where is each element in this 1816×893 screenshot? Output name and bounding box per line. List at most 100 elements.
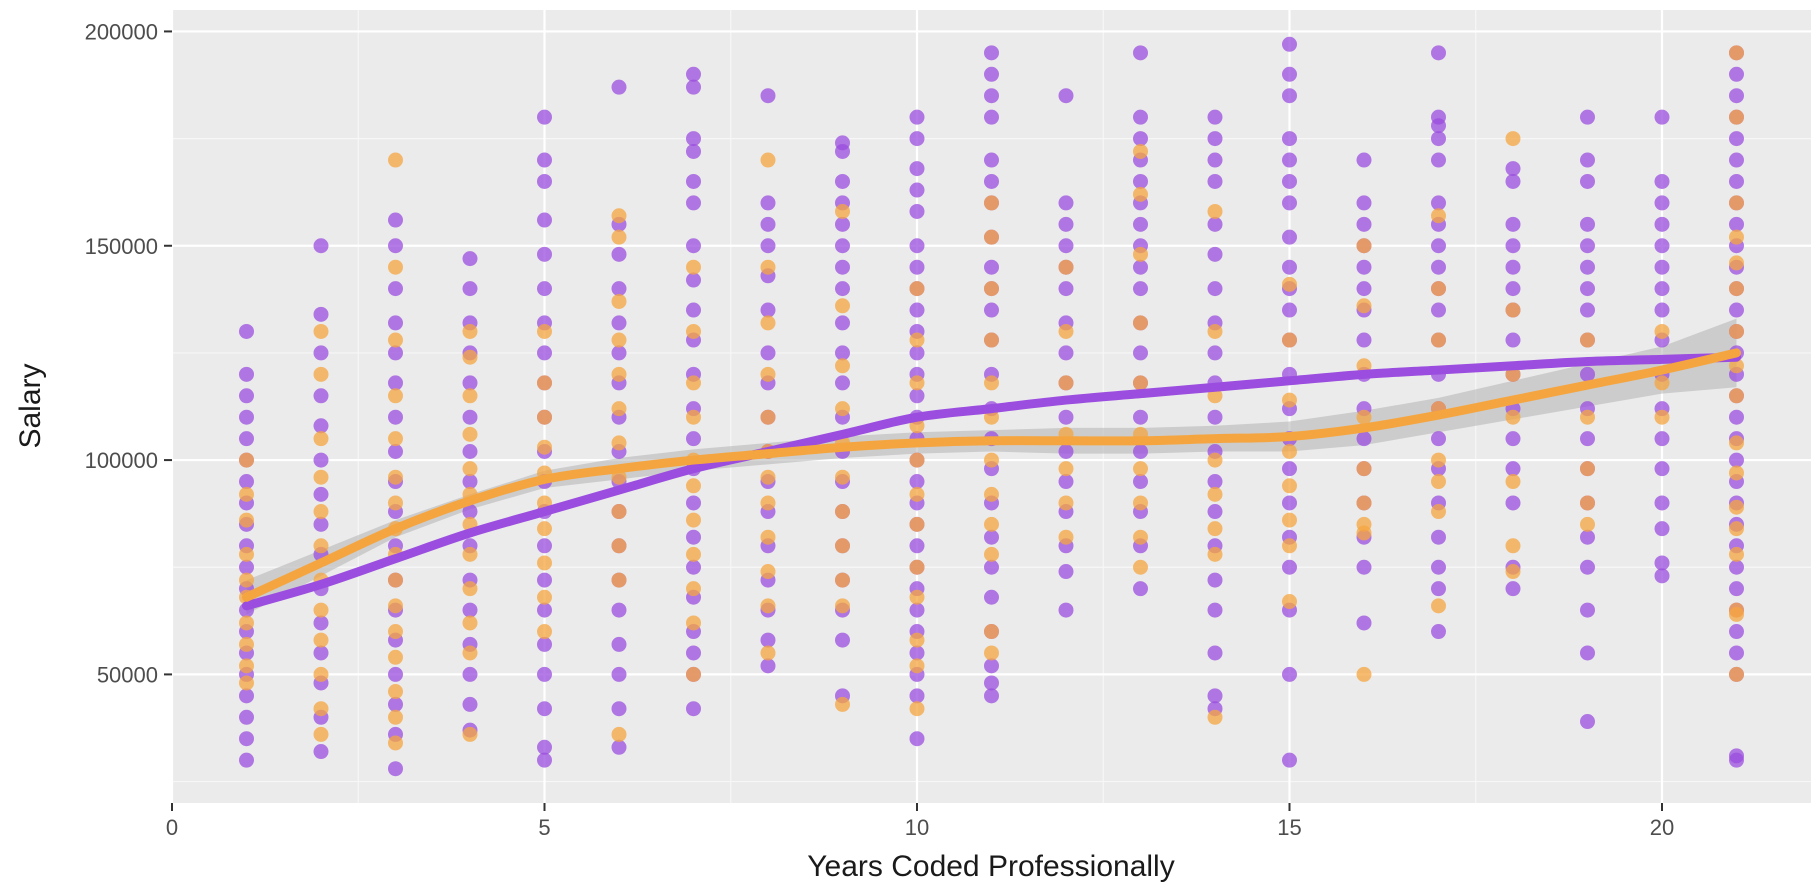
data-point <box>537 572 552 588</box>
data-point <box>1505 161 1521 177</box>
data-point <box>1282 131 1297 147</box>
data-point <box>537 752 552 768</box>
data-point <box>1729 606 1744 622</box>
data-point <box>1729 559 1744 575</box>
data-point <box>760 645 776 661</box>
data-point <box>611 739 627 755</box>
data-point <box>388 345 403 361</box>
data-point <box>1282 752 1297 768</box>
data-point <box>1580 529 1595 545</box>
data-point <box>909 182 925 198</box>
data-point <box>1580 559 1595 575</box>
data-point <box>1729 624 1744 640</box>
data-point <box>1729 109 1744 125</box>
data-point <box>537 555 552 571</box>
data-point <box>611 636 627 652</box>
data-point <box>1580 714 1595 730</box>
data-point <box>1133 461 1148 477</box>
data-point <box>313 366 329 382</box>
data-point <box>1505 564 1521 580</box>
data-point <box>760 366 776 382</box>
data-point <box>686 701 701 717</box>
data-point <box>1282 195 1297 211</box>
data-point <box>1580 332 1595 348</box>
data-point <box>909 259 925 275</box>
data-point <box>1654 568 1670 584</box>
data-point <box>462 581 478 597</box>
data-point <box>1729 358 1744 374</box>
data-point <box>611 666 627 682</box>
data-point <box>760 238 776 254</box>
data-point <box>1729 66 1744 82</box>
data-point <box>1133 173 1148 189</box>
data-point <box>1058 281 1074 297</box>
data-point <box>1282 444 1297 460</box>
data-point <box>1356 461 1372 477</box>
data-point <box>1580 109 1595 125</box>
data-point <box>313 486 329 502</box>
data-point <box>1282 276 1297 292</box>
data-point <box>686 666 701 682</box>
data-point <box>835 281 850 297</box>
data-point <box>1207 109 1223 125</box>
data-point <box>388 375 403 391</box>
data-point <box>1207 645 1223 661</box>
data-point <box>388 315 403 331</box>
data-point <box>388 696 403 712</box>
data-point <box>1729 152 1744 168</box>
data-point <box>984 259 999 275</box>
data-point <box>1654 195 1670 211</box>
data-point <box>1356 281 1372 297</box>
data-point <box>1282 478 1297 494</box>
data-point <box>1431 131 1446 147</box>
data-point <box>388 469 403 485</box>
data-point <box>1058 409 1074 425</box>
data-point <box>1282 392 1297 408</box>
data-point <box>388 444 403 460</box>
data-point <box>1729 645 1744 661</box>
data-point <box>760 632 776 648</box>
data-point <box>835 375 850 391</box>
data-point <box>1058 495 1074 511</box>
data-point <box>1654 216 1670 232</box>
data-point <box>1431 208 1446 224</box>
data-point <box>239 709 254 725</box>
data-point <box>239 572 254 588</box>
data-point <box>1356 259 1372 275</box>
data-point <box>1505 474 1521 490</box>
data-point <box>835 504 850 520</box>
data-point <box>686 478 701 494</box>
data-point <box>1431 281 1446 297</box>
data-point <box>388 212 403 228</box>
data-point <box>611 504 627 520</box>
data-point <box>1207 281 1223 297</box>
data-point <box>760 495 776 511</box>
data-point <box>1729 45 1744 61</box>
data-point <box>1654 461 1670 477</box>
data-point <box>686 259 701 275</box>
data-point <box>388 388 403 404</box>
data-point <box>1729 499 1744 515</box>
data-point <box>537 538 552 554</box>
data-point <box>984 332 999 348</box>
x-tick-label: 0 <box>166 815 178 840</box>
data-point <box>239 636 254 652</box>
data-point <box>537 439 552 455</box>
data-point <box>313 615 329 631</box>
data-point <box>537 281 552 297</box>
data-point <box>760 216 776 232</box>
data-point <box>388 281 403 297</box>
data-point <box>909 589 925 605</box>
data-point <box>239 658 254 674</box>
data-point <box>611 79 627 95</box>
data-point <box>388 238 403 254</box>
data-point <box>462 444 478 460</box>
data-point <box>1729 323 1744 339</box>
data-point <box>984 195 999 211</box>
data-point <box>313 726 329 742</box>
data-point <box>1729 88 1744 104</box>
data-point <box>388 598 403 614</box>
data-point <box>1356 216 1372 232</box>
y-tick-label: 100000 <box>85 448 158 473</box>
data-point <box>1580 645 1595 661</box>
